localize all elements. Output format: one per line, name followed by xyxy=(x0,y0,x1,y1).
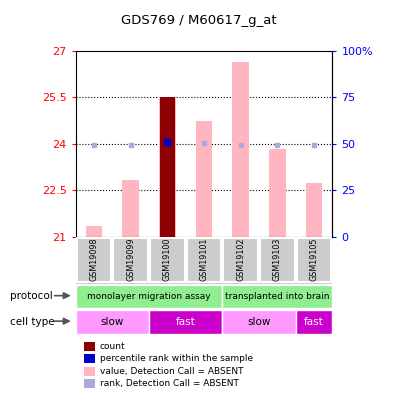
Text: value, Detection Call = ABSENT: value, Detection Call = ABSENT xyxy=(100,367,243,376)
Text: fast: fast xyxy=(304,317,324,327)
Bar xyxy=(269,149,286,237)
Bar xyxy=(222,310,296,333)
Text: GDS769 / M60617_g_at: GDS769 / M60617_g_at xyxy=(121,14,277,27)
Text: percentile rank within the sample: percentile rank within the sample xyxy=(100,354,253,363)
Text: monolayer migration assay: monolayer migration assay xyxy=(87,292,211,301)
Bar xyxy=(149,310,222,333)
FancyBboxPatch shape xyxy=(297,238,331,282)
Text: GSM19102: GSM19102 xyxy=(236,237,245,281)
Text: GSM19098: GSM19098 xyxy=(90,237,98,281)
Bar xyxy=(232,62,249,237)
Bar xyxy=(122,180,139,237)
FancyBboxPatch shape xyxy=(187,238,221,282)
Text: rank, Detection Call = ABSENT: rank, Detection Call = ABSENT xyxy=(100,379,238,388)
FancyBboxPatch shape xyxy=(77,238,111,282)
FancyBboxPatch shape xyxy=(113,238,148,282)
Bar xyxy=(159,97,176,237)
FancyBboxPatch shape xyxy=(260,238,295,282)
Text: fast: fast xyxy=(176,317,195,327)
Bar xyxy=(222,285,332,308)
Text: transplanted into brain: transplanted into brain xyxy=(225,292,330,301)
Text: GSM19101: GSM19101 xyxy=(199,238,209,281)
Bar xyxy=(76,285,222,308)
Bar xyxy=(306,183,322,237)
Bar xyxy=(296,310,332,333)
Text: protocol: protocol xyxy=(10,292,53,301)
Bar xyxy=(76,310,149,333)
FancyBboxPatch shape xyxy=(223,238,258,282)
Text: GSM19100: GSM19100 xyxy=(163,238,172,281)
Text: count: count xyxy=(100,342,125,351)
Text: GSM19099: GSM19099 xyxy=(126,237,135,281)
Bar xyxy=(160,97,175,237)
Text: slow: slow xyxy=(247,317,271,327)
Bar xyxy=(196,122,212,237)
FancyBboxPatch shape xyxy=(150,238,185,282)
Text: cell type: cell type xyxy=(10,317,55,327)
Text: slow: slow xyxy=(101,317,124,327)
Bar xyxy=(86,226,102,237)
Text: GSM19103: GSM19103 xyxy=(273,238,282,281)
Text: GSM19105: GSM19105 xyxy=(310,237,318,281)
